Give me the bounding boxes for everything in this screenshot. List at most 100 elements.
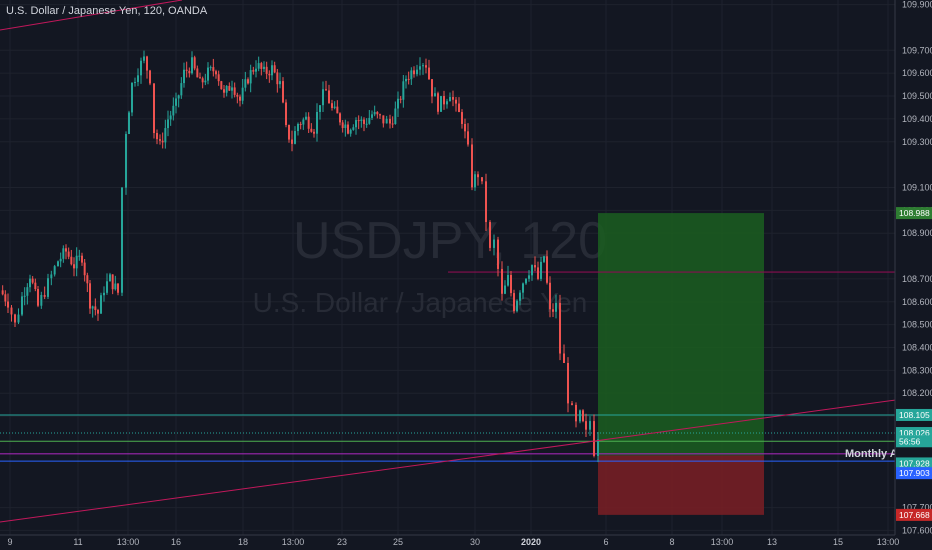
candle-body: [34, 282, 37, 290]
candle-body: [199, 77, 201, 79]
candle-body: [368, 117, 371, 124]
timer-tag-bg: [896, 435, 932, 448]
candle-body: [282, 81, 284, 103]
y-tick-label: 108.200: [902, 388, 932, 398]
monthly-annotation: Monthly A: [845, 448, 898, 460]
candle-body: [428, 67, 430, 80]
candle-body: [425, 65, 427, 68]
target-tag: 108.988: [899, 208, 930, 218]
candle-body: [201, 78, 204, 83]
candle-body: [131, 82, 133, 113]
candle-body: [597, 439, 599, 456]
x-tick-label: 15: [833, 537, 843, 547]
candle-body: [196, 68, 199, 78]
candle-body: [231, 87, 233, 91]
candle-body: [316, 111, 318, 134]
candle-body: [379, 114, 381, 116]
y-tick-label: 108.700: [902, 274, 932, 284]
entry-tag-bg: [896, 457, 932, 470]
candle-body: [164, 128, 167, 143]
candle-body: [159, 139, 161, 141]
candle-body: [507, 274, 509, 286]
candle-body: [271, 65, 273, 76]
candle-body: [416, 69, 418, 75]
candle-body: [106, 281, 108, 293]
candle-body: [204, 80, 207, 83]
candle-body: [134, 81, 136, 83]
candle-body: [333, 106, 336, 108]
position-zones: [598, 213, 764, 515]
candle-body: [382, 115, 385, 124]
candle-body: [371, 114, 373, 118]
candle-body: [579, 410, 581, 422]
x-axis[interactable]: 9 11 13:00 16 18 13:00 23 25 30 2020 6 8 13:00 13 15 13…: [0, 534, 899, 547]
candle-body: [446, 101, 448, 105]
candle-body: [422, 65, 424, 67]
candle-body: [593, 421, 595, 456]
candle-body: [585, 421, 587, 430]
candle-body: [363, 119, 365, 124]
candle-body: [285, 102, 287, 125]
x-tick-label: 30: [470, 537, 480, 547]
candle-body: [43, 295, 46, 297]
candle-body: [391, 123, 394, 125]
timer-tag: 56:56: [899, 436, 921, 446]
candle-body: [223, 89, 225, 93]
candle-body: [537, 267, 539, 279]
x-tick-label: 18: [238, 537, 248, 547]
candle-body: [525, 278, 527, 284]
candle-body: [156, 133, 158, 140]
candle-body: [489, 222, 491, 248]
y-tick-label: 107.600: [902, 525, 932, 535]
candle-body: [183, 69, 185, 84]
candle-body: [504, 285, 506, 294]
candle-body: [4, 294, 7, 302]
candle-body: [440, 96, 442, 112]
candle-body: [220, 81, 223, 90]
candle-body: [389, 118, 391, 124]
candle-body: [212, 67, 215, 72]
candle-body: [180, 83, 183, 96]
candle-body: [50, 274, 53, 279]
candle-body: [244, 79, 247, 88]
candle-body: [365, 123, 368, 125]
candle-body: [571, 403, 573, 405]
candle-body: [14, 314, 16, 323]
candle-body: [265, 66, 268, 74]
candle-body: [247, 79, 249, 84]
x-tick-label: 9: [7, 537, 12, 547]
candle-body: [29, 278, 31, 288]
candle-body: [477, 174, 479, 178]
candle-body: [443, 96, 445, 105]
candle-body: [241, 87, 244, 101]
candle-body: [7, 301, 9, 308]
candle-body: [467, 131, 469, 145]
candle-body: [407, 78, 410, 80]
candle-body: [567, 362, 569, 404]
candle-body: [474, 174, 476, 188]
y-tick-label: 108.900: [902, 228, 932, 238]
candle-body: [263, 66, 265, 69]
candle-body: [215, 71, 217, 75]
candle-body: [419, 66, 421, 70]
candle-body: [437, 93, 439, 112]
candle-body: [402, 81, 405, 100]
candle-body: [522, 283, 524, 293]
trendlines[interactable]: [0, 0, 896, 523]
candle-body: [325, 89, 327, 91]
candle-body: [471, 144, 473, 188]
candle-body: [546, 256, 548, 283]
candle-body: [111, 274, 114, 290]
candle-body: [431, 79, 433, 97]
candle-body: [307, 116, 310, 129]
candle-body: [349, 129, 352, 134]
candle-body: [193, 57, 196, 69]
candle-body: [94, 306, 97, 311]
candle-body: [128, 112, 130, 135]
candle-body: [191, 57, 193, 74]
candle-body: [559, 302, 561, 354]
y-tick-label: 107.700: [902, 503, 932, 513]
candle-body: [552, 309, 554, 312]
blue-tag: 107.903: [899, 468, 930, 478]
